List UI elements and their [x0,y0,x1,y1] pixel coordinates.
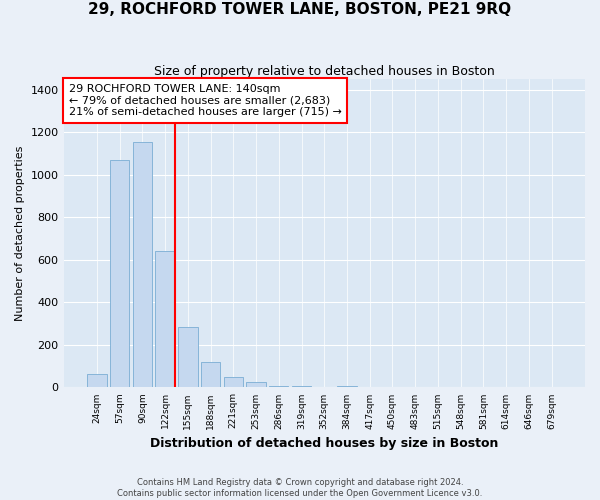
Text: Contains HM Land Registry data © Crown copyright and database right 2024.
Contai: Contains HM Land Registry data © Crown c… [118,478,482,498]
Bar [337,386,356,388]
Text: 29, ROCHFORD TOWER LANE, BOSTON, PE21 9RQ: 29, ROCHFORD TOWER LANE, BOSTON, PE21 9R… [88,2,512,18]
Bar [155,252,175,388]
Bar [292,386,311,388]
Bar [224,377,243,388]
Y-axis label: Number of detached properties: Number of detached properties [15,146,25,321]
Title: Size of property relative to detached houses in Boston: Size of property relative to detached ho… [154,65,494,78]
Bar [247,382,266,388]
Bar [269,386,289,388]
Text: 29 ROCHFORD TOWER LANE: 140sqm
← 79% of detached houses are smaller (2,683)
21% : 29 ROCHFORD TOWER LANE: 140sqm ← 79% of … [69,84,341,117]
X-axis label: Distribution of detached houses by size in Boston: Distribution of detached houses by size … [150,437,499,450]
Bar [178,327,197,388]
Bar [110,160,130,388]
Bar [133,142,152,388]
Bar [201,362,220,388]
Bar [87,374,107,388]
